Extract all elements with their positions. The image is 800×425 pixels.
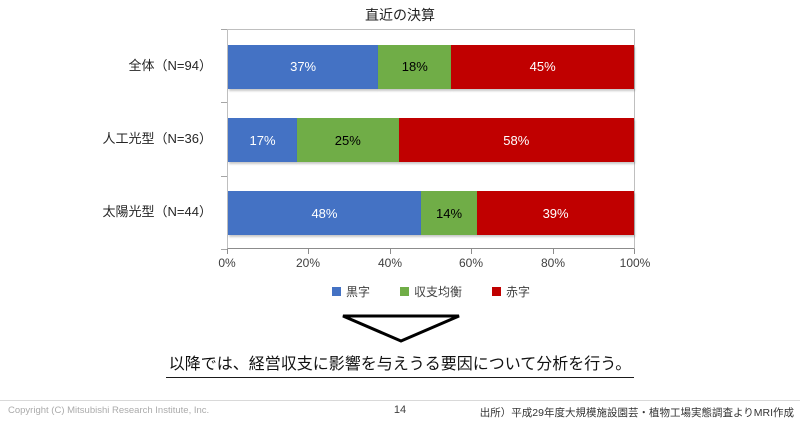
legend: 黒字 収支均衡 赤字: [227, 283, 635, 300]
category-label: 人工光型（N=36）: [102, 131, 212, 146]
legend-swatch-icon: [492, 287, 501, 296]
axis-tick: [553, 249, 554, 254]
axis-tick: [634, 249, 635, 254]
axis-tick: [308, 249, 309, 254]
axis-tick: [227, 249, 228, 254]
bar-segment: 17%: [228, 118, 298, 162]
axis-tick: [390, 249, 391, 254]
axis-tick: [221, 176, 227, 177]
page-number: 14: [393, 404, 407, 416]
chart-title: 直近の決算: [365, 7, 435, 23]
axis-tick: [221, 29, 227, 30]
axis-tick: [221, 249, 227, 250]
plot-area: 37% 18% 45% 17% 25% 58% 48% 14% 39%: [227, 29, 635, 249]
x-tick-label: 80%: [540, 256, 566, 270]
bar-segment: 14%: [420, 191, 478, 236]
bar-segment-label: 45%: [529, 59, 556, 75]
bar-segment-label: 48%: [311, 205, 338, 221]
footer-divider: [0, 400, 800, 401]
bar-segment: 48%: [228, 191, 421, 236]
bar-segment-label: 39%: [542, 205, 569, 221]
legend-label: 黒字: [345, 285, 370, 299]
bar-segment: 25%: [297, 118, 399, 162]
bar-row: 17% 25% 58%: [228, 118, 634, 162]
bar-segment: 18%: [378, 44, 452, 89]
legend-item: 収支均衡: [399, 283, 462, 300]
x-tick-label: 100%: [619, 256, 651, 270]
legend-item: 黒字: [331, 283, 370, 300]
footer-copyright: Copyright (C) Mitsubishi Research Instit…: [8, 405, 210, 416]
footer-source: 出所）平成29年度大規模施設園芸・植物工場実態調査よりMRI作成: [479, 407, 794, 419]
bar-segment-label: 25%: [334, 132, 361, 148]
x-tick-label: 60%: [458, 256, 484, 270]
x-tick-label: 0%: [218, 256, 236, 270]
legend-item: 赤字: [492, 283, 530, 300]
legend-label: 赤字: [506, 285, 531, 299]
bar-segment-label: 17%: [249, 132, 276, 148]
bar-segment: 39%: [477, 191, 634, 236]
x-tick-label: 40%: [377, 256, 403, 270]
x-tick-label: 20%: [295, 256, 321, 270]
annotation-text: 以降では、経営収支に影響を与えうる要因について分析を行う。: [165, 350, 635, 378]
bar-segment-label: 37%: [290, 59, 317, 75]
bar-segment: 45%: [451, 44, 634, 89]
category-label: 全体（N=94）: [128, 58, 212, 73]
legend-swatch-icon: [331, 287, 341, 296]
bar-segment-label: 14%: [436, 205, 463, 221]
legend-label: 収支均衡: [413, 285, 462, 299]
bar-segment-label: 18%: [401, 59, 428, 75]
down-triangle-icon: [342, 314, 460, 343]
legend-swatch-icon: [399, 287, 409, 296]
bar-row: 37% 18% 45%: [228, 44, 634, 89]
bar-row: 48% 14% 39%: [228, 191, 634, 236]
bar-segment-label: 58%: [503, 132, 530, 148]
axis-tick: [471, 249, 472, 254]
bar-segment: 58%: [398, 118, 634, 162]
category-label: 太陽光型（N=44）: [102, 204, 212, 219]
bar-segment: 37%: [228, 44, 379, 89]
axis-tick: [221, 102, 227, 103]
annotation: 以降では、経営収支に影響を与えうる要因について分析を行う。: [0, 350, 800, 378]
